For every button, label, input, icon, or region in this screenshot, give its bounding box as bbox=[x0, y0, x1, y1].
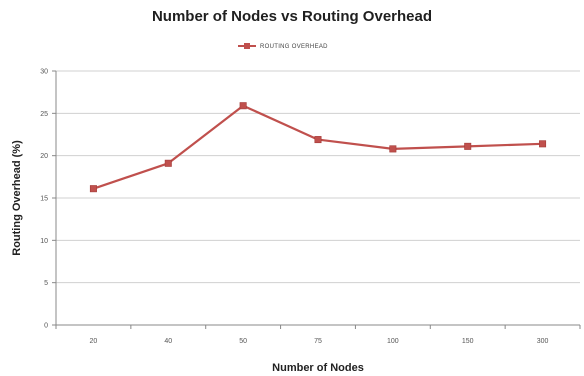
data-point-75 bbox=[314, 136, 322, 144]
legend-label: ROUTING OVERHEAD bbox=[260, 44, 328, 50]
x-tick-label-300: 300 bbox=[537, 338, 549, 345]
data-point-40 bbox=[164, 159, 172, 167]
tick-labels: 0 5 10 15 20 25 30 20 40 50 75 100 150 300 bbox=[40, 69, 548, 346]
x-tick-label-20: 20 bbox=[90, 338, 98, 345]
legend-marker bbox=[244, 43, 250, 49]
y-axis-title: Routing Overhead (%) bbox=[11, 140, 23, 256]
data-point-300 bbox=[539, 140, 547, 148]
y-tick-label-0: 0 bbox=[44, 323, 48, 330]
legend: ROUTING OVERHEAD bbox=[238, 43, 328, 50]
y-tick-label-20: 20 bbox=[40, 153, 48, 160]
axes bbox=[52, 70, 581, 329]
gridlines bbox=[56, 70, 580, 284]
x-tick-label-100: 100 bbox=[387, 338, 399, 345]
series-routing-overhead bbox=[89, 102, 547, 193]
x-tick-label-40: 40 bbox=[164, 338, 172, 345]
data-point-20 bbox=[89, 185, 97, 193]
data-point-100 bbox=[389, 145, 397, 153]
x-tick-label-50: 50 bbox=[239, 338, 247, 345]
y-tick-label-30: 30 bbox=[40, 69, 48, 76]
x-tick-label-150: 150 bbox=[462, 338, 474, 345]
x-axis-title: Number of Nodes bbox=[272, 362, 364, 374]
y-tick-label-5: 5 bbox=[44, 280, 48, 287]
y-tick-label-25: 25 bbox=[40, 111, 48, 118]
series-line-0 bbox=[93, 104, 543, 190]
data-point-50 bbox=[239, 102, 247, 110]
y-tick-label-10: 10 bbox=[40, 238, 48, 245]
data-point-150 bbox=[464, 142, 472, 150]
chart-title: Number of Nodes vs Routing Overhead bbox=[151, 8, 433, 25]
y-tick-label-15: 15 bbox=[40, 196, 48, 203]
x-tick-label-75: 75 bbox=[314, 338, 322, 345]
